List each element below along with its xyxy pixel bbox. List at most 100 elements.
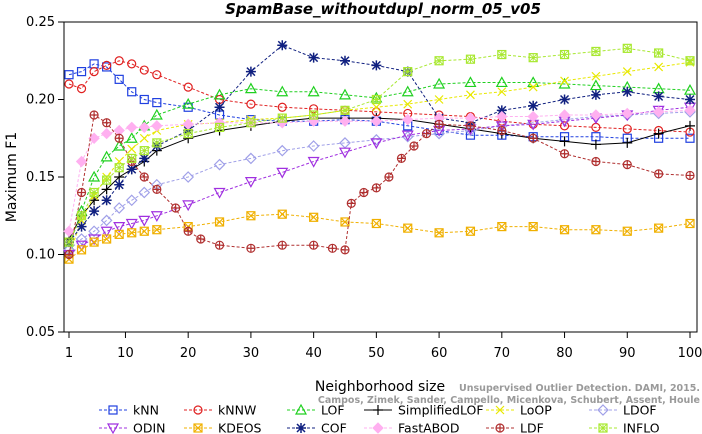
data-point-simplifiedlof (685, 120, 695, 131)
data-point-kdeos (139, 226, 149, 236)
data-point-ldf (278, 241, 287, 250)
data-point-ldof (182, 171, 195, 183)
data-point-knn (152, 97, 162, 108)
legend-label-fastabod: FastABOD (398, 421, 460, 434)
x-axis-label: Neighborhood size (315, 379, 445, 395)
x-tick-label: 70 (494, 346, 511, 361)
data-point-kdeos (434, 228, 444, 238)
legend-item-fastabod: FastABOD (364, 421, 460, 434)
x-tick-label: 50 (368, 346, 385, 361)
data-point-fastabod (684, 104, 696, 117)
data-point-inflo (685, 56, 695, 66)
data-point-simplifiedlof (101, 184, 112, 195)
data-point-fastabod (496, 110, 508, 123)
legend-marker-kdeos (193, 423, 203, 433)
data-point-cof (76, 221, 87, 232)
data-point-kdeos (685, 219, 695, 228)
data-point-ldf (215, 241, 224, 250)
data-point-ldf (152, 185, 161, 194)
legend-item-simplifiedlof: SimplifiedLOF (364, 403, 484, 418)
data-point-odin (370, 138, 383, 150)
data-point-loop (591, 71, 601, 81)
data-point-loop (139, 133, 149, 143)
data-point-loop (654, 62, 664, 72)
legend-item-odin: ODIN (99, 421, 166, 434)
data-point-kdeos (559, 225, 570, 235)
data-point-lof (527, 76, 540, 88)
data-point-kdeos (76, 245, 87, 255)
data-point-lof (338, 88, 352, 100)
data-point-ldf (309, 241, 318, 250)
y-axis-label: Maximum F1 (4, 132, 20, 222)
legend-label-ldf: LDF (520, 421, 544, 434)
x-tick-label: 60 (431, 346, 448, 361)
data-point-ldof (558, 113, 571, 126)
data-point-odin (125, 218, 138, 230)
data-point-inflo (434, 56, 444, 66)
data-point-ldf (397, 154, 406, 163)
data-point-cof (590, 89, 601, 100)
data-point-kdeos (214, 217, 225, 227)
data-point-kdeos (64, 254, 74, 264)
series-line-fastabod (68, 109, 691, 232)
data-point-loop (497, 87, 507, 97)
data-point-inflo (497, 50, 507, 59)
data-point-fastabod (63, 225, 75, 237)
data-point-kdeos (183, 222, 193, 232)
series-group (62, 40, 697, 264)
data-point-knnw (127, 59, 137, 69)
x-tick-label: 30 (243, 346, 260, 361)
data-point-ldf (466, 121, 475, 130)
legend-marker-kdeos (193, 423, 203, 433)
legend-label-inflo: INFLO (623, 421, 660, 434)
watermark-line-1: Unsupervised Outlier Detection. DAMI, 20… (459, 383, 700, 394)
data-point-kdeos (309, 212, 319, 222)
data-point-ldf (328, 244, 337, 253)
data-point-ldof (75, 233, 88, 245)
data-point-simplifiedlof (559, 136, 570, 147)
data-point-fastabod (88, 132, 100, 144)
data-point-knnw (152, 70, 162, 80)
data-point-kdeos (215, 217, 224, 227)
legend-item-cof: COF (287, 421, 347, 434)
data-point-ldf (77, 188, 86, 197)
series-kdeos (64, 209, 695, 264)
legend-label-ldof: LDOF (623, 403, 657, 418)
data-point-kdeos (528, 222, 538, 232)
legend-item-ldf: LDF (486, 421, 544, 434)
data-point-knn (64, 70, 74, 80)
legend-label-cof: COF (321, 421, 347, 434)
data-point-simplifiedlof (653, 128, 664, 139)
data-point-loop (434, 95, 444, 104)
data-point-fastabod (151, 120, 163, 132)
data-point-lof (150, 108, 163, 120)
legend-item-inflo: INFLO (589, 421, 660, 434)
data-point-inflo (591, 47, 601, 56)
data-point-loop (403, 99, 413, 109)
series-line-odin (68, 106, 691, 255)
data-point-ldf (347, 199, 356, 208)
data-point-ldof (213, 158, 226, 171)
data-point-kdeos (591, 225, 601, 235)
data-point-kdeos (403, 223, 413, 233)
x-tick-label: 100 (678, 346, 702, 361)
data-point-ldf (497, 126, 506, 135)
data-point-kdeos (371, 218, 381, 229)
data-point-kdeos (277, 209, 287, 219)
data-point-lof (276, 85, 289, 97)
data-point-ldof (125, 194, 138, 207)
x-tick-label: 40 (305, 346, 322, 361)
legend-label-odin: ODIN (133, 421, 166, 434)
legend-marker-fastabod (372, 422, 384, 434)
data-point-cof (139, 153, 150, 164)
data-point-cof (653, 91, 664, 102)
data-point-fastabod (621, 107, 633, 120)
legend-label-knnw: kNNW (218, 403, 256, 418)
series-line-lof (68, 82, 691, 247)
data-point-ldf (435, 120, 444, 129)
data-point-inflo (403, 67, 413, 76)
x-tick-label: 90 (619, 346, 636, 361)
data-point-lof (100, 150, 113, 162)
legend-item-lof: LOF (287, 403, 345, 418)
legend-label-kdeos: KDEOS (218, 421, 262, 434)
